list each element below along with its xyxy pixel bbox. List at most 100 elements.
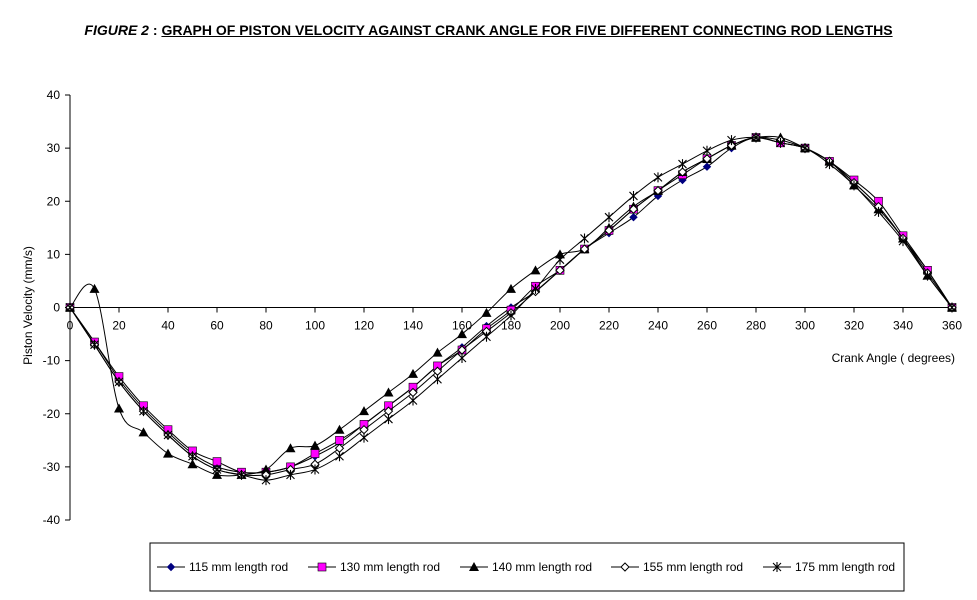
data-point — [751, 132, 761, 143]
data-point — [604, 225, 614, 236]
data-point — [334, 443, 345, 453]
data-point — [629, 190, 638, 201]
legend-label: 115 mm length rod — [189, 560, 288, 574]
y-tick-label: 40 — [47, 88, 61, 102]
data-point — [530, 265, 541, 275]
y-tick-label: 0 — [53, 301, 60, 315]
data-point — [898, 236, 908, 247]
data-point — [163, 430, 173, 440]
data-point — [506, 310, 516, 321]
data-point — [237, 469, 246, 480]
chart-title: FIGURE 2 : GRAPH OF PISTON VELOCITY AGAI… — [0, 20, 977, 40]
data-point — [726, 140, 737, 151]
data-point — [580, 233, 589, 244]
data-point — [286, 469, 295, 480]
y-tick-label: -20 — [43, 407, 61, 421]
x-tick-label: 180 — [501, 319, 521, 333]
series-layer — [65, 132, 957, 486]
x-axis-label: Crank Angle ( degrees) — [832, 351, 955, 365]
x-tick-label: 260 — [697, 319, 717, 333]
legend-item: 130 mm length rod — [308, 560, 440, 574]
data-point — [285, 443, 296, 453]
legend-marker — [317, 562, 327, 572]
data-point — [923, 270, 932, 281]
data-point — [849, 180, 859, 191]
data-point — [65, 302, 75, 313]
x-tick-label: 60 — [210, 319, 224, 333]
data-point — [359, 406, 369, 416]
y-tick-label: 30 — [47, 141, 61, 155]
x-tick-label: 280 — [746, 319, 766, 333]
series-1 — [65, 133, 957, 477]
data-point — [628, 204, 639, 214]
x-tick-label: 20 — [112, 319, 126, 333]
data-point — [727, 135, 736, 146]
data-point — [187, 459, 198, 469]
x-tick-label: 200 — [550, 319, 570, 333]
data-point — [408, 395, 418, 406]
data-point — [188, 451, 197, 462]
data-point — [310, 449, 320, 458]
data-point — [310, 464, 320, 475]
x-tick-label: 340 — [893, 319, 913, 333]
legend-item: 155 mm length rod — [611, 560, 743, 574]
x-tick-label: 40 — [161, 319, 175, 333]
data-point — [579, 244, 590, 254]
series-5 — [65, 132, 957, 486]
data-point — [555, 249, 565, 259]
data-point — [334, 424, 345, 434]
x-tick-label: 140 — [403, 319, 423, 333]
title-main: GRAPH OF PISTON VELOCITY AGAINST CRANK A… — [161, 22, 893, 38]
legend-label: 130 mm length rod — [340, 560, 440, 574]
data-point — [212, 457, 222, 466]
data-point — [433, 374, 442, 385]
data-point — [163, 448, 173, 458]
legend-label: 175 mm length rod — [795, 560, 895, 574]
data-point — [408, 368, 418, 378]
data-point — [261, 464, 271, 474]
data-point — [335, 436, 344, 445]
data-point — [604, 212, 614, 223]
data-point — [506, 283, 516, 293]
data-point — [90, 339, 99, 350]
data-point — [335, 451, 344, 462]
data-point — [702, 145, 712, 156]
data-point — [138, 427, 149, 437]
data-point — [114, 403, 124, 413]
legend-marker — [772, 562, 782, 572]
data-point — [702, 162, 712, 171]
y-tick-label: -10 — [43, 354, 61, 368]
x-tick-label: 80 — [259, 319, 273, 333]
data-point — [531, 283, 540, 294]
data-point — [555, 254, 565, 265]
data-point — [139, 406, 148, 417]
x-tick-label: 220 — [599, 319, 619, 333]
y-tick-label: -30 — [43, 460, 61, 474]
data-point — [555, 265, 565, 276]
data-point — [457, 329, 467, 339]
x-tick-label: 120 — [354, 319, 374, 333]
data-point — [482, 331, 491, 342]
x-tick-label: 320 — [844, 319, 864, 333]
y-axis-label: Piston Velocity (mm/s) — [21, 246, 35, 365]
data-point — [212, 464, 222, 475]
legend-marker — [166, 562, 176, 572]
data-point — [114, 376, 124, 387]
legend-label: 140 mm length rod — [492, 560, 592, 574]
data-point — [776, 137, 785, 148]
legend: 115 mm length rod 130 mm length rod 140 mm… — [149, 542, 905, 592]
x-tick-label: 100 — [305, 319, 325, 333]
data-point — [481, 307, 492, 317]
data-point — [947, 302, 957, 313]
data-point — [800, 143, 810, 154]
title-separator: : — [148, 22, 162, 38]
y-tick-label: 10 — [47, 247, 61, 261]
data-point — [677, 167, 688, 177]
data-point — [629, 212, 638, 222]
x-tick-label: 0 — [67, 319, 74, 333]
data-point — [310, 440, 320, 450]
data-point — [825, 159, 834, 170]
data-point — [678, 159, 687, 170]
y-tick-label: 20 — [47, 194, 61, 208]
